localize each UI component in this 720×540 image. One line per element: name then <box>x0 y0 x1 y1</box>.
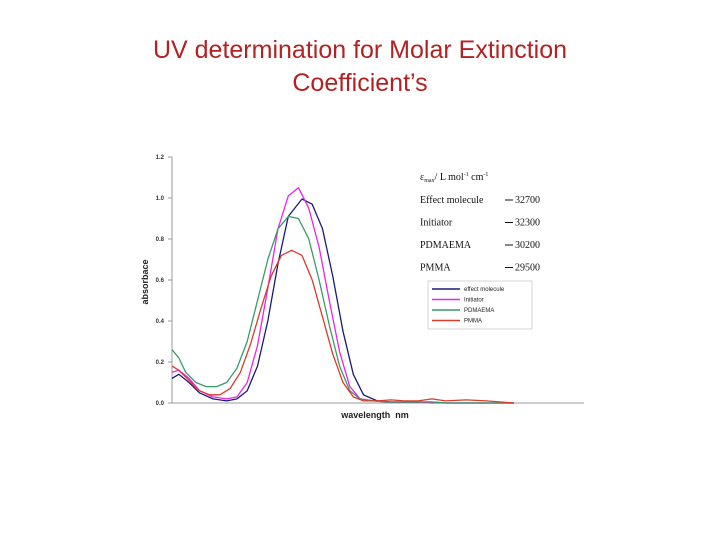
annotation-header: εmax/ L mol-1 cm-1 <box>420 172 488 184</box>
series-line-3 <box>171 215 514 404</box>
annotation-rows: Effect molecule 32700 Initiator 32300 PDMAEM… <box>420 195 540 274</box>
annotation-row-value: 32300 <box>515 218 540 229</box>
y-tick-label: 1.0 <box>156 196 165 202</box>
annotation-row-value: 29500 <box>515 263 540 274</box>
legend-label: effect molecule <box>464 287 505 293</box>
unit-exp-2: -1 <box>483 172 488 178</box>
y-ticks: 0.0 0.2 0.4 0.6 0.8 1.0 1.2 <box>156 155 172 407</box>
legend-label: PDMAEMA <box>464 308 494 314</box>
epsilon-subscript: max <box>424 178 434 184</box>
annotation-row-name: Initiator <box>420 218 453 229</box>
y-tick-label: 0.0 <box>156 401 165 407</box>
y-axis-title: absorbace <box>140 259 150 304</box>
annotation-row-value: 30200 <box>515 240 540 251</box>
y-tick-label: 0.6 <box>156 278 165 284</box>
epsilon-symbol: ε <box>420 172 424 183</box>
extinction-annotation: εmax/ L mol-1 cm-1 Effect molecule 32700I… <box>420 172 540 274</box>
unit-text-2: cm <box>469 172 484 183</box>
y-tick-label: 0.8 <box>156 237 165 243</box>
annotation-row-name: PDMAEMA <box>420 240 472 251</box>
annotation-row-name: PMMA <box>420 263 451 274</box>
legend-label: PMMA <box>464 319 482 325</box>
annotation-row-value: 32700 <box>515 195 540 206</box>
annotation-row-name: Effect molecule <box>420 195 484 206</box>
slide-title-line-1: UV determination for Molar Extinction <box>152 36 568 64</box>
series-lines <box>171 187 515 404</box>
slide-title-line-2: Coefficient’s <box>292 69 428 97</box>
slide-title: UV determination for Molar Extinction Co… <box>60 34 660 100</box>
y-tick-label: 0.4 <box>156 319 165 325</box>
chart-axes <box>171 157 584 404</box>
unit-exp-1: -1 <box>464 172 469 178</box>
series-line-4 <box>171 249 515 404</box>
legend-label: Initiator <box>464 298 484 304</box>
legend: effect molecule Initiator PDMAEMA PMMA <box>427 280 533 330</box>
unit-text: / L mol <box>435 172 464 183</box>
y-tick-label: 0.2 <box>156 360 165 366</box>
y-tick-label: 1.2 <box>156 155 165 161</box>
x-axis-title: wavelength nm <box>340 410 409 420</box>
